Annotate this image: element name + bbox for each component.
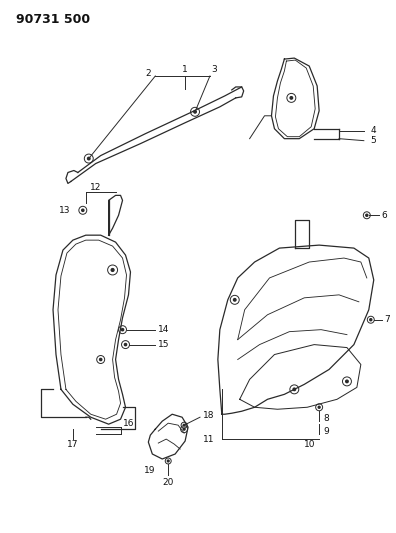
Text: 6: 6	[382, 211, 387, 220]
Text: 9: 9	[323, 426, 329, 435]
Circle shape	[168, 460, 169, 462]
Circle shape	[122, 328, 124, 331]
Circle shape	[88, 157, 90, 160]
Text: 12: 12	[90, 183, 101, 192]
Circle shape	[318, 406, 320, 408]
Text: 20: 20	[162, 478, 174, 487]
Circle shape	[346, 380, 348, 383]
Circle shape	[366, 214, 368, 216]
Circle shape	[99, 358, 102, 361]
Circle shape	[234, 298, 236, 301]
Circle shape	[290, 96, 293, 99]
Text: 5: 5	[371, 136, 377, 145]
Circle shape	[82, 209, 84, 212]
Text: 14: 14	[158, 325, 169, 334]
Text: 8: 8	[323, 414, 329, 423]
Text: 11: 11	[204, 434, 215, 443]
Circle shape	[124, 343, 127, 346]
Circle shape	[194, 110, 196, 113]
Text: 13: 13	[59, 206, 71, 215]
Text: 15: 15	[158, 340, 170, 349]
Text: 16: 16	[122, 419, 134, 427]
Circle shape	[370, 319, 372, 321]
Text: 7: 7	[385, 315, 390, 324]
Text: 2: 2	[146, 69, 151, 77]
Text: 18: 18	[203, 411, 215, 419]
Circle shape	[183, 424, 185, 426]
Circle shape	[293, 388, 295, 391]
Text: 1: 1	[182, 64, 188, 74]
Circle shape	[111, 269, 114, 271]
Circle shape	[183, 428, 185, 430]
Text: 19: 19	[144, 466, 155, 475]
Text: 90731 500: 90731 500	[16, 13, 90, 26]
Text: 3: 3	[211, 64, 217, 74]
Text: 17: 17	[67, 440, 79, 449]
Text: 4: 4	[371, 126, 377, 135]
Text: 10: 10	[303, 440, 315, 449]
